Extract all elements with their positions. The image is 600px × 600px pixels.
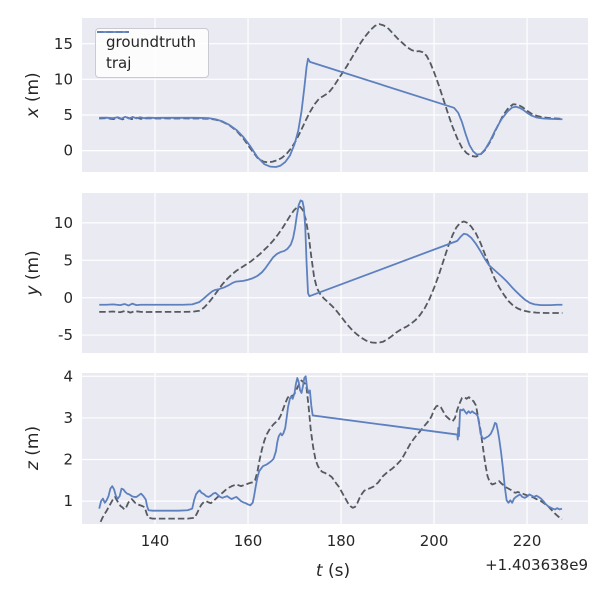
series-traj-line [99, 57, 563, 168]
legend-label-groundtruth: groundtruth [106, 33, 197, 51]
y-tick-label: 5 [63, 251, 73, 269]
y-axis-label-y-var: y [23, 285, 43, 296]
y-tick-label: 0 [63, 289, 73, 307]
y-axis-label-x-unit: (m) [23, 72, 43, 108]
y-axis-label-x-var: x [23, 107, 43, 118]
x-tick-label: 140 [141, 532, 170, 550]
y-tick-label: 2 [63, 451, 73, 469]
x-axis-label: t (s) [316, 561, 350, 581]
legend-item-groundtruth: groundtruth [97, 31, 197, 53]
series-traj-line [99, 199, 563, 307]
legend-label-traj: traj [106, 54, 132, 72]
x-axis-offset-text: +1.403638e9 [485, 556, 588, 574]
x-tick-label: 160 [234, 532, 263, 550]
y-axis-label-z-unit: (m) [23, 425, 43, 462]
x-tick-label: 180 [327, 532, 356, 550]
legend: groundtruth traj [95, 28, 210, 78]
series-traj-line [98, 375, 563, 512]
y-tick-label: 1 [63, 492, 73, 510]
y-axis-label-y-unit: (m) [23, 250, 43, 286]
traj-solid-line-icon [97, 31, 129, 33]
x-tick-label: 200 [420, 532, 449, 550]
y-tick-label: 15 [54, 35, 73, 53]
x-axis-label-unit: (s) [322, 561, 351, 581]
y-tick-label: 4 [63, 367, 73, 385]
x-tick-label: 220 [513, 532, 542, 550]
series-groundtruth-line [99, 205, 563, 344]
y-tick-label: 5 [63, 106, 73, 124]
panel-y: -5 0 5 10 [54, 193, 588, 353]
y-tick-label: 3 [63, 409, 73, 427]
panel-z: 1 2 3 4 140 160 180 200 220 [63, 367, 588, 550]
series-groundtruth-line [99, 379, 563, 523]
legend-item-traj: traj [97, 31, 196, 74]
panel-background [82, 373, 588, 524]
panel-background [82, 193, 588, 353]
x-axis-label-var: t [315, 561, 323, 581]
y-tick-label: 0 [63, 142, 73, 160]
y-axis-label-z-var: z [23, 461, 43, 471]
y-tick-label: 10 [54, 70, 73, 88]
y-tick-label: -5 [58, 326, 73, 344]
y-tick-label: 10 [54, 214, 73, 232]
